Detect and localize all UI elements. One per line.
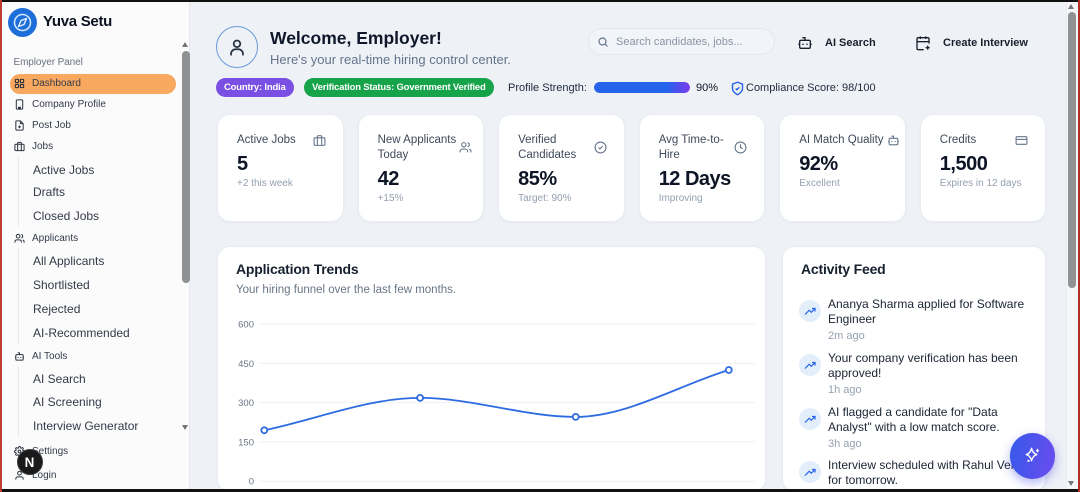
svg-text:450: 450 [238,359,254,370]
svg-text:600: 600 [238,320,254,331]
svg-text:300: 300 [238,398,254,409]
svg-text:150: 150 [238,437,254,448]
svg-text:0: 0 [249,477,254,488]
